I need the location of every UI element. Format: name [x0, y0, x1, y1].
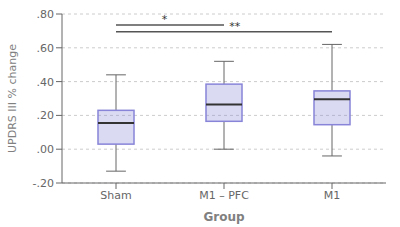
svg-text:-.20: -.20 [33, 177, 54, 190]
svg-text:.20: .20 [37, 109, 55, 122]
svg-text:M1 – PFC: M1 – PFC [199, 189, 249, 202]
svg-text:*: * [162, 13, 168, 26]
svg-text:.40: .40 [37, 76, 55, 89]
svg-text:Sham: Sham [100, 189, 131, 202]
svg-text:**: ** [229, 20, 241, 33]
svg-text:.60: .60 [37, 42, 55, 55]
svg-text:Group: Group [203, 210, 245, 224]
svg-text:.80: .80 [37, 8, 55, 21]
svg-text:.00: .00 [37, 143, 55, 156]
svg-text:M1: M1 [324, 189, 341, 202]
svg-text:UPDRS III % change: UPDRS III % change [8, 44, 19, 153]
